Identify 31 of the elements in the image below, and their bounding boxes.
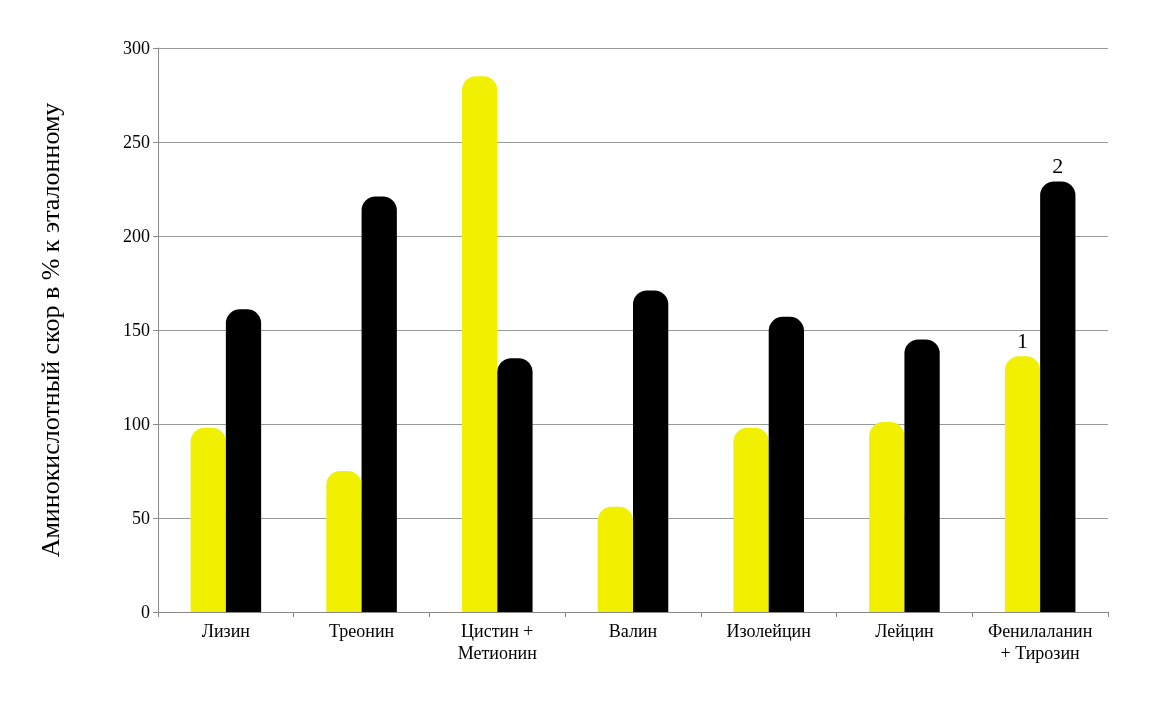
x-tick-label: Валин [608, 621, 658, 641]
bar [768, 316, 804, 612]
bar [733, 427, 769, 612]
x-tick-label: Треонин [328, 621, 395, 641]
series-label: 1 [1017, 327, 1028, 353]
y-tick-label: 200 [123, 226, 150, 246]
x-tick-label: Цистин + Метионин [457, 621, 538, 663]
bar [462, 76, 498, 612]
bar [869, 422, 905, 612]
bar [1040, 181, 1076, 612]
bar [904, 339, 940, 612]
y-axis-title: Аминокислотный скор в % к эталонному [35, 102, 65, 558]
y-tick-label: 250 [123, 132, 150, 152]
bar [1004, 356, 1041, 612]
y-tick-label: 100 [123, 414, 150, 434]
bar [497, 358, 533, 612]
bar [597, 506, 633, 612]
x-tick-label: Лизин [201, 621, 251, 641]
x-tick-label: Фенилаланин + Тирозин [987, 621, 1093, 663]
bar [361, 196, 397, 612]
bar [633, 290, 669, 612]
bar [190, 427, 226, 612]
y-tick-label: 0 [141, 602, 150, 622]
x-tick-label: Лейцин [875, 621, 935, 641]
series-label: 2 [1052, 152, 1064, 178]
bar [326, 471, 362, 612]
y-tick-label: 300 [123, 38, 150, 58]
y-tick-label: 50 [132, 508, 150, 528]
y-tick-label: 150 [123, 320, 150, 340]
bar [225, 309, 262, 612]
x-tick-label: Изолейцин [726, 621, 812, 641]
